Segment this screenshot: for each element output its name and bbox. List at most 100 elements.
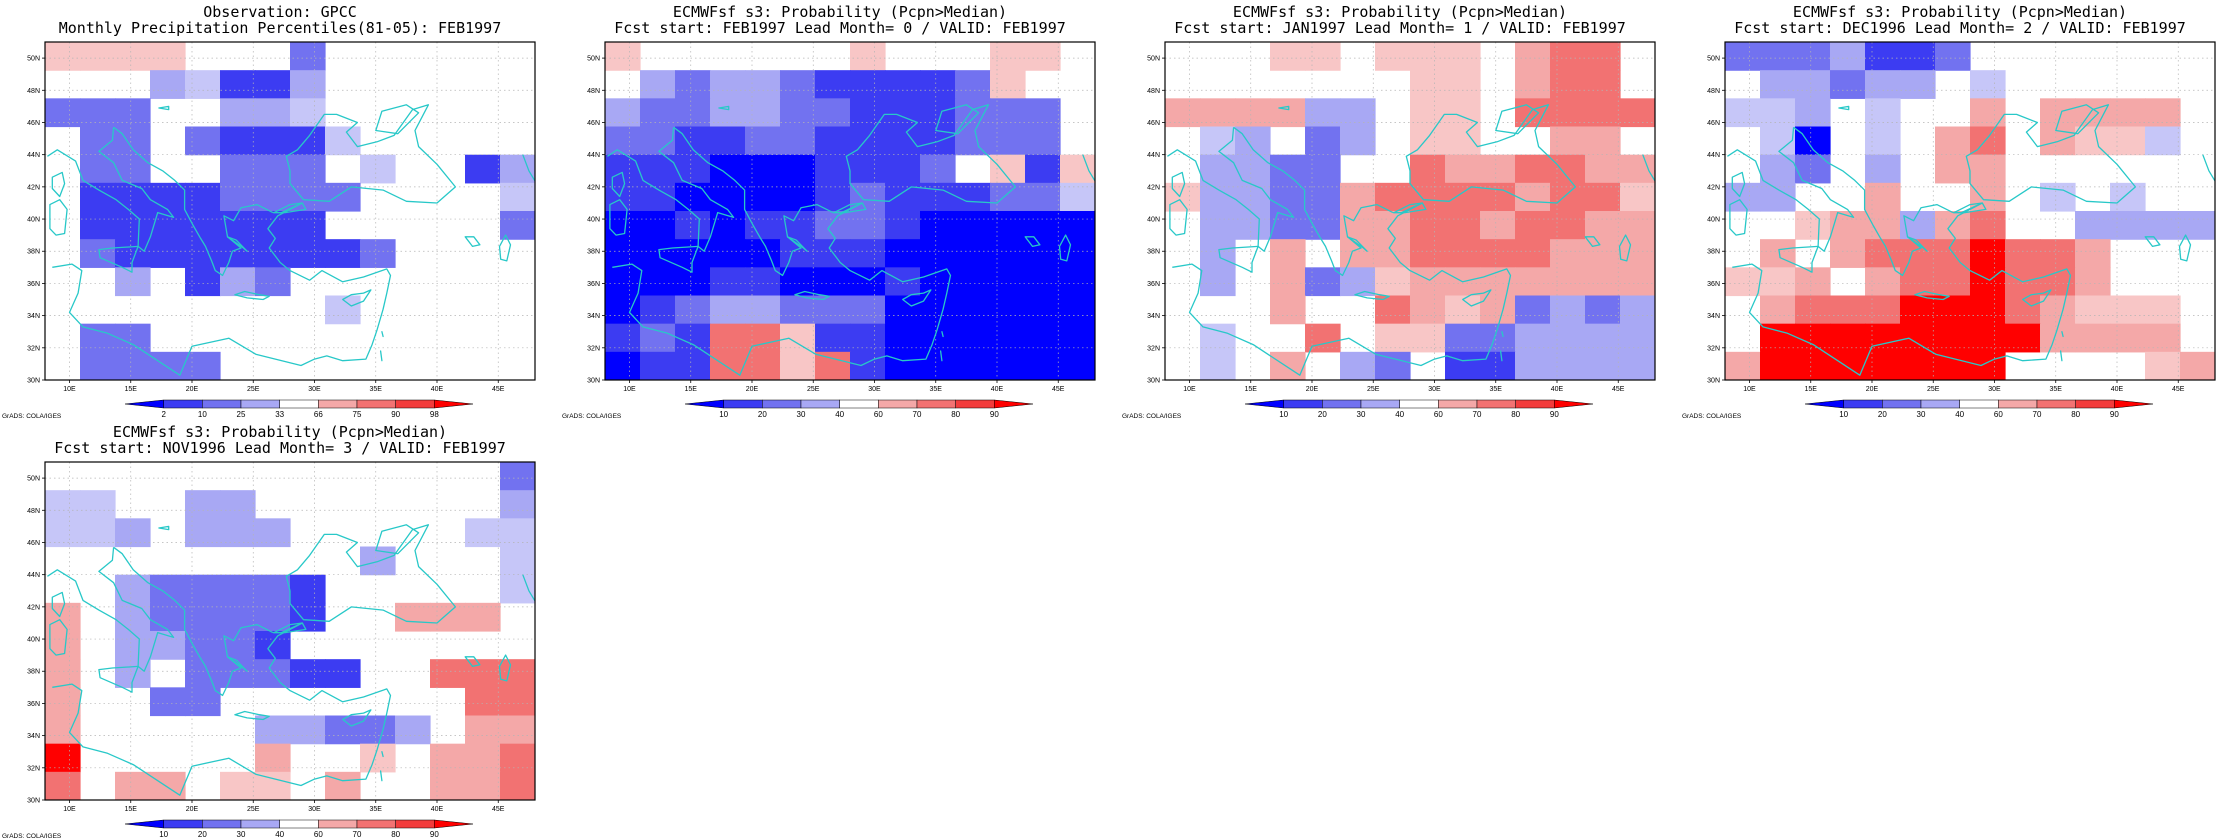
map-frame	[44, 41, 536, 381]
grid-cell	[885, 154, 921, 184]
grid-cell	[1795, 70, 1831, 99]
grid-cell	[1550, 182, 1586, 212]
coastline	[522, 154, 535, 183]
lon-tick-label: 35E	[370, 806, 383, 813]
grid-cell	[675, 267, 711, 297]
map-svg: ECMWFsf s3: Probability (Pcpn>Median)Fcs…	[562, 3, 1096, 420]
grid-cell	[780, 295, 816, 325]
lon-tick-label: 10E	[1183, 386, 1196, 393]
lon-tick-label: 30E	[1988, 386, 2001, 393]
grid-cell	[1305, 267, 1341, 297]
grid-cell	[815, 70, 851, 99]
coastline	[47, 547, 175, 672]
grid-cell	[150, 687, 186, 717]
colorbar-segment	[1843, 399, 1883, 409]
grid-cell	[255, 267, 291, 297]
grid-cell	[2145, 295, 2181, 325]
grid-cell	[1865, 239, 1901, 268]
coastline	[673, 126, 834, 277]
grid-cell	[1200, 182, 1236, 212]
lat-tick-label: 48N	[27, 88, 40, 95]
grid-cell	[115, 42, 151, 71]
lon-tick-label: 45E	[492, 806, 505, 813]
grid-cell	[1830, 70, 1866, 99]
coastline	[51, 171, 66, 198]
grid-cell	[80, 351, 116, 380]
grid-cell	[1620, 154, 1655, 184]
grid-cell	[115, 267, 151, 297]
grid-cell	[220, 126, 256, 156]
colorbar-label: 60	[874, 410, 883, 419]
grid-cell	[255, 126, 291, 156]
grid-cell	[990, 211, 1026, 240]
map-area	[45, 42, 535, 380]
colorbar-label: 30	[1917, 410, 1926, 419]
colorbar-segment	[1322, 399, 1362, 409]
grid-cell	[255, 743, 291, 773]
grid-cell	[1515, 182, 1551, 212]
colorbar-label: 90	[430, 830, 439, 839]
coastline	[113, 126, 274, 277]
lat-tick-label: 50N	[587, 56, 600, 63]
colorbar-segment	[279, 819, 319, 829]
lat-tick-label: 30N	[27, 378, 40, 385]
grid-cell	[255, 715, 291, 745]
grid-cell	[1865, 295, 1901, 325]
grid-cell	[500, 659, 535, 688]
panel-subtitle: Monthly Precipitation Percentiles(81-05)…	[59, 19, 502, 37]
grid-cell	[710, 70, 746, 99]
lat-tick-label: 36N	[1707, 281, 1720, 288]
colorbar-label: 70	[353, 830, 362, 839]
grid-cell	[780, 70, 816, 99]
coastline	[1965, 104, 2137, 204]
grid-cell	[1235, 154, 1271, 184]
colorbar-segment	[1882, 399, 1922, 409]
grid-cell	[430, 659, 466, 688]
grid-cell	[1620, 239, 1655, 268]
colorbar-label: 10	[719, 410, 728, 419]
grid-cell	[1305, 126, 1341, 156]
grid-cell	[675, 211, 711, 240]
grid-cell	[2075, 323, 2111, 353]
coastline	[498, 234, 512, 262]
grid-cell	[1270, 154, 1306, 184]
grid-cell	[1340, 351, 1376, 380]
coastline	[609, 199, 628, 236]
lon-tick-label: 45E	[1052, 386, 1065, 393]
grid-cell	[675, 70, 711, 99]
lon-tick-label: 25E	[247, 806, 260, 813]
grid-cell	[2075, 239, 2111, 268]
lon-tick-label: 15E	[1805, 386, 1818, 393]
grid-cell	[675, 126, 711, 156]
lat-tick-label: 40N	[27, 217, 40, 224]
map-svg: ECMWFsf s3: Probability (Pcpn>Median)Fcs…	[1122, 3, 1656, 420]
grid-cell	[1585, 42, 1621, 71]
grid-cell	[745, 70, 781, 99]
grid-cell	[185, 126, 221, 156]
grid-cell	[80, 239, 116, 268]
grid-cell	[115, 631, 151, 660]
lat-tick-label: 44N	[27, 152, 40, 159]
grid-cell	[220, 267, 256, 297]
grid-cell	[1060, 351, 1095, 380]
grid-cell	[710, 239, 746, 268]
lat-tick-label: 32N	[587, 345, 600, 352]
grid-cell	[1200, 211, 1236, 240]
grid-cell	[1620, 295, 1655, 325]
lat-tick-label: 40N	[587, 217, 600, 224]
grid-cell	[255, 154, 291, 184]
grid-cell	[1200, 239, 1236, 268]
grid-cell	[850, 351, 886, 380]
grid-cell	[2075, 211, 2111, 240]
grid-cell	[325, 659, 361, 688]
grid-cell	[850, 239, 886, 268]
grid-cell	[80, 154, 116, 184]
panel-title: ECMWFsf s3: Probability (Pcpn>Median)	[113, 423, 447, 441]
grid-cell	[955, 323, 991, 353]
coastline	[2178, 234, 2192, 262]
grid-cell	[1795, 126, 1831, 156]
coastline	[1729, 199, 1748, 236]
map-svg: ECMWFsf s3: Probability (Pcpn>Median)Fcs…	[2, 423, 536, 840]
grid-cell	[885, 70, 921, 99]
coastline	[1906, 236, 1928, 252]
